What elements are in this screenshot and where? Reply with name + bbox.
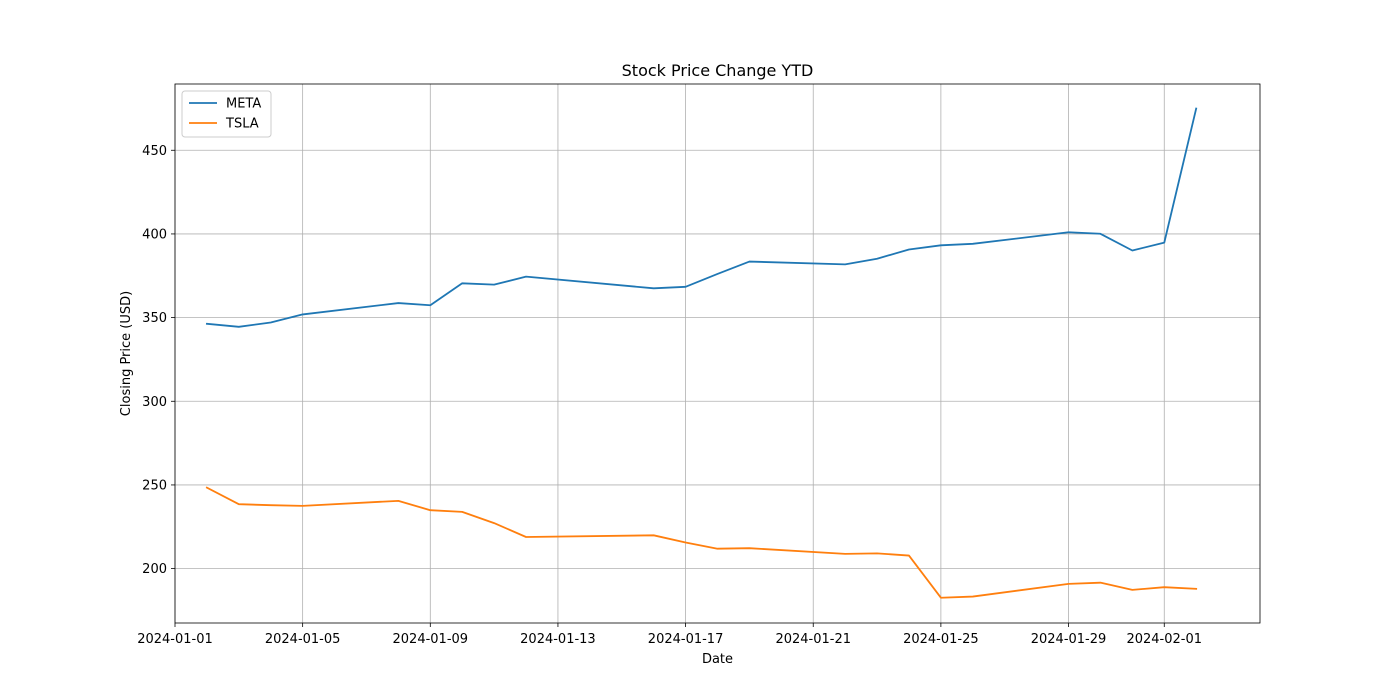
x-tick-label: 2024-01-25 — [903, 632, 979, 647]
plot-frame — [174, 83, 1261, 624]
x-tick-label: 2024-01-13 — [520, 632, 596, 647]
legend: META TSLA — [181, 90, 272, 138]
series-line-tsla — [205, 486, 1198, 599]
y-tick-label: 350 — [142, 311, 167, 326]
series-line-meta — [205, 107, 1198, 328]
x-tick-label: 2024-02-01 — [1126, 632, 1202, 647]
y-axis-label: Closing Price (USD) — [119, 291, 134, 416]
x-tick-label: 2024-01-05 — [265, 632, 341, 647]
legend-label-tsla: TSLA — [225, 117, 259, 132]
y-tick-label: 300 — [142, 395, 167, 410]
y-tick-label: 250 — [142, 478, 167, 493]
x-tick-label: 2024-01-17 — [648, 632, 724, 647]
x-tick-label: 2024-01-01 — [137, 632, 213, 647]
y-tick-label: 400 — [142, 227, 167, 242]
axis-ticks: 2024-01-01 2024-01-05 2024-01-09 2024-01-13… — [137, 144, 1202, 647]
legend-label-meta: META — [226, 97, 261, 112]
x-tick-label: 2024-01-09 — [393, 632, 469, 647]
plot-area — [175, 84, 1260, 623]
x-tick-label: 2024-01-21 — [775, 632, 851, 647]
series-lines — [205, 107, 1198, 599]
chart-title: Stock Price Change YTD — [622, 61, 814, 80]
y-tick-label: 200 — [142, 562, 167, 577]
x-tick-label: 2024-01-29 — [1031, 632, 1107, 647]
grid — [174, 84, 1260, 623]
y-tick-label: 450 — [142, 144, 167, 159]
x-axis-label: Date — [702, 652, 733, 667]
